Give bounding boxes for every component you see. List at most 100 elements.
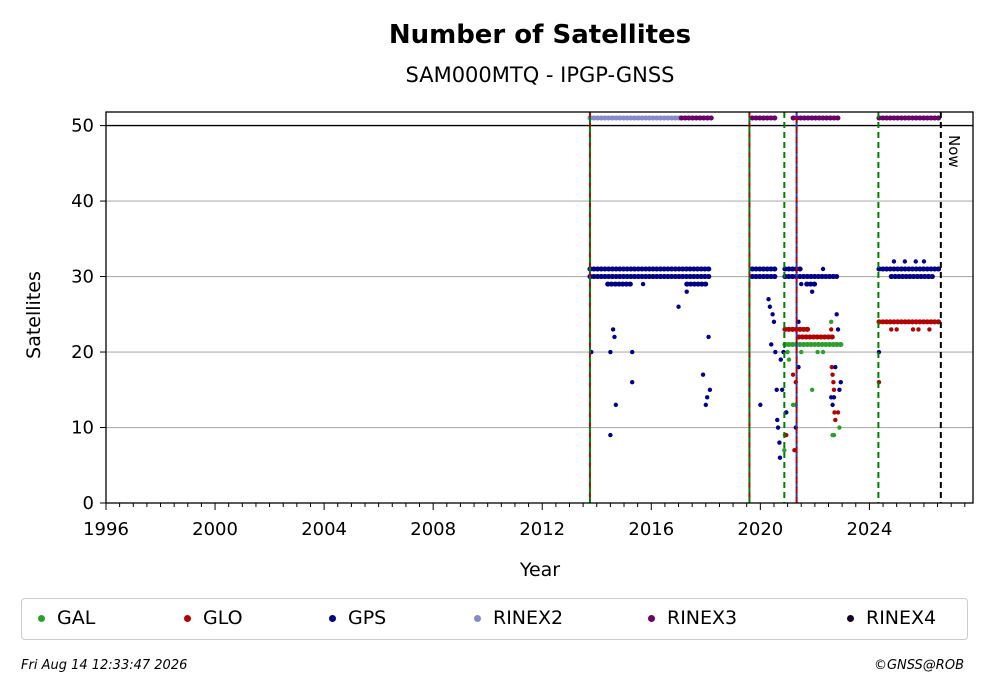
gps-point — [700, 372, 706, 377]
glo-point — [916, 327, 921, 332]
legend-marker — [847, 614, 854, 622]
glo-point — [790, 372, 796, 377]
footer-credit: ©GNSS@ROB — [873, 658, 964, 673]
gal-point — [809, 387, 815, 392]
x-tick-label: 2008 — [410, 519, 456, 540]
gps-point — [770, 312, 775, 317]
glo-point — [835, 410, 841, 415]
gps-point — [676, 304, 681, 309]
glo-point — [827, 334, 833, 340]
gps-point — [766, 296, 771, 302]
legend-label: RINEX3 — [667, 607, 738, 629]
glo-point — [829, 364, 834, 370]
gal-point — [815, 349, 820, 355]
gps-point — [777, 455, 783, 460]
footer-timestamp: Fri Aug 14 12:33:47 2026 — [21, 658, 188, 673]
legend-marker — [648, 614, 655, 622]
gps-point — [833, 364, 838, 370]
legend-label: RINEX4 — [866, 607, 937, 629]
gal-point — [831, 432, 837, 438]
gps-point — [830, 402, 835, 408]
y-tick-label: 0 — [83, 493, 94, 514]
plot-area: 0 10 20 30 40 50 1996 2000 2004 2008 2012 2016 2020 2… — [71, 111, 974, 540]
x-axis-label: Year — [519, 559, 560, 581]
glo-point — [831, 387, 837, 392]
glo-point — [832, 410, 837, 415]
legend-item-glo: GLO — [184, 607, 243, 629]
legend-label: GAL — [57, 607, 96, 629]
legend-item-rinex4: RINEX4 — [847, 607, 936, 629]
gps-point — [769, 342, 774, 347]
gps-point — [767, 304, 773, 309]
legend-marker — [329, 614, 336, 622]
gps-point — [703, 402, 709, 408]
gal-point — [786, 357, 792, 362]
gps-point — [778, 357, 783, 362]
gps-point — [838, 380, 843, 385]
gps-point — [820, 266, 826, 272]
gps-point — [891, 259, 897, 264]
y-tick-label: 40 — [71, 191, 94, 212]
gps-point — [913, 259, 918, 264]
x-tick-label: 2004 — [301, 519, 347, 540]
gal-point — [837, 425, 842, 430]
y-tick-label: 50 — [71, 116, 94, 137]
gps-point — [629, 349, 635, 355]
glo-point — [833, 417, 838, 423]
y-tick-label: 10 — [71, 418, 94, 439]
gps-point — [831, 395, 837, 400]
gps-point — [640, 281, 646, 287]
legend-marker — [474, 614, 481, 622]
gal-point — [799, 349, 804, 355]
gps-point — [779, 387, 785, 392]
gps-point — [706, 334, 711, 340]
y-tick-label: 20 — [71, 342, 94, 363]
chart-title: Number of Satellites — [389, 20, 691, 50]
y-tick-label: 30 — [71, 267, 94, 288]
legend-item-rinex2: RINEX2 — [474, 607, 563, 629]
gps-point — [834, 312, 839, 317]
glo-point — [894, 327, 899, 332]
legend-item-gal: GAL — [38, 607, 95, 629]
gal-point — [782, 447, 787, 453]
x-tick-label: 2024 — [846, 519, 892, 540]
legend: GAL GLO GPS RINEX2 RINEX3 RINEX4 — [21, 598, 968, 640]
glo-point — [831, 380, 836, 385]
glo-point — [792, 447, 797, 453]
gps-point — [902, 259, 908, 264]
gps-point — [610, 327, 616, 332]
gps-point — [613, 402, 619, 408]
x-tick-label: 2016 — [628, 519, 674, 540]
glo-point — [927, 327, 932, 332]
gal-point — [785, 349, 790, 355]
x-tick-label: 2020 — [737, 519, 783, 540]
gps-point — [837, 387, 842, 392]
gps-point — [608, 349, 613, 355]
glo-point — [910, 327, 916, 332]
gps-point — [704, 395, 710, 400]
plot-frame — [105, 111, 974, 504]
legend-label: GPS — [348, 607, 387, 629]
gps-point — [775, 425, 781, 430]
y-axis-label: Satellites — [23, 271, 45, 359]
gps-point — [799, 281, 804, 287]
gps-point — [758, 402, 763, 408]
legend-marker — [38, 614, 45, 622]
glo-point — [829, 327, 834, 332]
gal-point — [829, 319, 834, 325]
legend-label: GLO — [203, 607, 243, 629]
x-tick-label: 1996 — [83, 519, 129, 540]
x-tick-label: 2000 — [192, 519, 238, 540]
gal-point — [820, 349, 826, 355]
legend-marker — [184, 614, 191, 622]
gps-point — [771, 319, 777, 325]
gps-point — [774, 387, 779, 392]
gps-point — [608, 432, 613, 438]
gps-point — [612, 334, 617, 340]
gps-point — [775, 417, 780, 423]
gps-point — [773, 349, 778, 355]
gps-point — [777, 440, 782, 445]
gps-point — [684, 289, 689, 294]
chart-subtitle: SAM000MTQ - IPGP-GNSS — [405, 63, 674, 87]
